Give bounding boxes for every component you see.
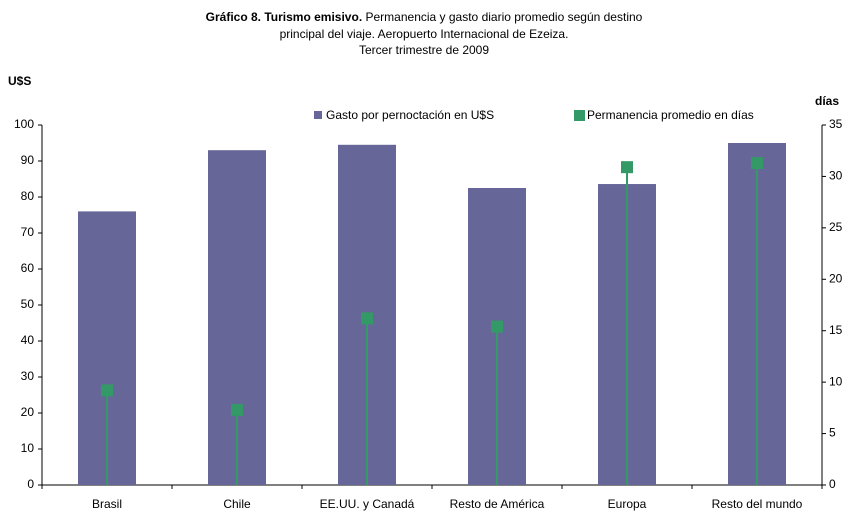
y-tick-label: 20 <box>21 405 35 419</box>
y2-tick-label: 35 <box>829 117 843 131</box>
y-tick-label: 90 <box>21 153 35 167</box>
marker <box>751 157 763 170</box>
y2-tick-label: 30 <box>829 169 843 183</box>
x-tick-label: Brasil <box>92 497 122 511</box>
y2-tick-label: 10 <box>829 374 843 388</box>
y2-tick-label: 0 <box>829 477 836 491</box>
y-axis-label: U$S <box>8 74 31 88</box>
x-tick-label: Resto de América <box>450 497 545 511</box>
marker <box>491 320 503 333</box>
y2-axis-label: días <box>815 94 839 108</box>
title-line: Permanencia y gasto diario promedio segú… <box>366 10 643 24</box>
title-line: principal del viaje. Aeropuerto Internac… <box>280 27 569 41</box>
legend-swatch <box>314 111 322 119</box>
y2-tick-label: 20 <box>829 271 843 285</box>
legend-label: Permanencia promedio en días <box>587 108 754 122</box>
y-tick-label: 10 <box>21 441 35 455</box>
x-tick-label: Chile <box>223 497 251 511</box>
marker <box>231 403 243 416</box>
y-tick-label: 60 <box>21 261 35 275</box>
y-tick-label: 0 <box>27 477 34 491</box>
y2-tick-label: 25 <box>829 220 843 234</box>
y-tick-label: 70 <box>21 225 35 239</box>
x-tick-label: EE.UU. y Canadá <box>320 497 415 511</box>
marker <box>101 384 113 397</box>
y-tick-label: 100 <box>14 117 34 131</box>
y-tick-label: 50 <box>21 297 35 311</box>
x-tick-label: Europa <box>608 497 647 511</box>
marker <box>361 312 373 325</box>
chart-title: Gráfico 8. Turismo emisivo. Permanencia … <box>206 10 643 24</box>
y2-tick-label: 15 <box>829 323 843 337</box>
legend-label: Gasto por pernoctación en U$S <box>326 108 494 122</box>
title-line: Tercer trimestre de 2009 <box>359 43 489 57</box>
title-bold: Gráfico 8. Turismo emisivo. <box>206 10 363 24</box>
y2-tick-label: 5 <box>829 426 836 440</box>
y-tick-label: 30 <box>21 369 35 383</box>
y-tick-label: 40 <box>21 333 35 347</box>
marker <box>621 161 633 174</box>
legend-swatch <box>574 110 585 121</box>
y-tick-label: 80 <box>21 189 35 203</box>
x-tick-label: Resto del mundo <box>712 497 803 511</box>
